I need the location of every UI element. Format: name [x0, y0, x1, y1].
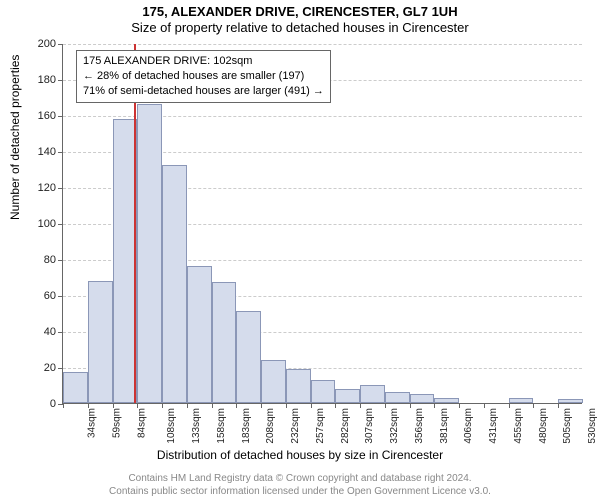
chart-title: 175, ALEXANDER DRIVE, CIRENCESTER, GL7 1…: [0, 0, 600, 20]
y-tick-label: 100: [16, 218, 56, 230]
x-tick-label: 208sqm: [265, 408, 276, 444]
y-tick-label: 20: [16, 362, 56, 374]
y-tick-mark: [58, 116, 63, 117]
histogram-bar: [410, 394, 435, 403]
x-tick-label: 34sqm: [87, 408, 98, 438]
histogram-bar: [162, 165, 187, 403]
histogram-bar: [63, 372, 88, 403]
y-tick-mark: [58, 188, 63, 189]
annotation-line-2: ← 28% of detached houses are smaller (19…: [83, 69, 324, 84]
x-tick-mark: [533, 403, 534, 408]
histogram-bar: [335, 389, 360, 403]
x-tick-mark: [459, 403, 460, 408]
x-tick-mark: [335, 403, 336, 408]
x-tick-label: 84sqm: [136, 408, 147, 438]
x-tick-label: 133sqm: [191, 408, 202, 444]
x-tick-label: 59sqm: [111, 408, 122, 438]
footer: Contains HM Land Registry data © Crown c…: [0, 473, 600, 498]
histogram-bar: [558, 399, 583, 403]
histogram-bar: [360, 385, 385, 403]
y-tick-mark: [58, 80, 63, 81]
y-tick-mark: [58, 332, 63, 333]
x-tick-mark: [63, 403, 64, 408]
chart-subtitle: Size of property relative to detached ho…: [0, 20, 600, 36]
annotation-line-1: 175 ALEXANDER DRIVE: 102sqm: [83, 54, 324, 69]
x-tick-label: 307sqm: [364, 408, 375, 444]
x-tick-label: 530sqm: [587, 408, 598, 444]
y-tick-mark: [58, 152, 63, 153]
x-tick-mark: [558, 403, 559, 408]
annotation-box: 175 ALEXANDER DRIVE: 102sqm ← 28% of det…: [76, 50, 331, 103]
y-tick-label: 0: [16, 398, 56, 410]
y-tick-label: 60: [16, 290, 56, 302]
x-tick-label: 505sqm: [563, 408, 574, 444]
y-tick-label: 180: [16, 74, 56, 86]
x-tick-mark: [509, 403, 510, 408]
x-tick-label: 183sqm: [241, 408, 252, 444]
x-tick-label: 406sqm: [464, 408, 475, 444]
histogram-bar: [261, 360, 286, 403]
x-tick-mark: [311, 403, 312, 408]
histogram-bar: [509, 398, 534, 403]
x-tick-label: 332sqm: [389, 408, 400, 444]
histogram-bar: [187, 266, 212, 403]
x-tick-label: 455sqm: [513, 408, 524, 444]
x-tick-label: 431sqm: [488, 408, 499, 444]
y-tick-label: 120: [16, 182, 56, 194]
x-tick-mark: [484, 403, 485, 408]
histogram-bar: [311, 380, 336, 403]
y-tick-label: 160: [16, 110, 56, 122]
histogram-bar: [212, 282, 237, 403]
footer-line-1: Contains HM Land Registry data © Crown c…: [0, 473, 600, 486]
x-tick-mark: [360, 403, 361, 408]
x-tick-label: 282sqm: [340, 408, 351, 444]
x-tick-mark: [187, 403, 188, 408]
x-tick-mark: [385, 403, 386, 408]
x-tick-label: 257sqm: [315, 408, 326, 444]
y-tick-label: 80: [16, 254, 56, 266]
histogram-bar: [434, 398, 459, 403]
y-tick-label: 200: [16, 38, 56, 50]
x-tick-mark: [410, 403, 411, 408]
annotation-line-3: 71% of semi-detached houses are larger (…: [83, 84, 324, 99]
x-tick-label: 232sqm: [290, 408, 301, 444]
gridline: [63, 44, 582, 45]
y-tick-mark: [58, 224, 63, 225]
chart-container: 175, ALEXANDER DRIVE, CIRENCESTER, GL7 1…: [0, 0, 600, 500]
y-tick-label: 140: [16, 146, 56, 158]
footer-line-2: Contains public sector information licen…: [0, 486, 600, 499]
y-tick-mark: [58, 296, 63, 297]
x-tick-label: 108sqm: [166, 408, 177, 444]
histogram-bar: [88, 281, 113, 403]
y-tick-mark: [58, 260, 63, 261]
histogram-bar: [286, 369, 311, 403]
y-tick-mark: [58, 44, 63, 45]
x-tick-mark: [162, 403, 163, 408]
y-tick-label: 40: [16, 326, 56, 338]
x-axis-title: Distribution of detached houses by size …: [0, 448, 600, 462]
histogram-bar: [137, 104, 162, 403]
x-tick-label: 356sqm: [414, 408, 425, 444]
histogram-bar: [236, 311, 261, 403]
x-tick-label: 480sqm: [538, 408, 549, 444]
x-tick-label: 158sqm: [216, 408, 227, 444]
x-tick-mark: [236, 403, 237, 408]
x-tick-mark: [212, 403, 213, 408]
x-tick-mark: [434, 403, 435, 408]
x-tick-mark: [261, 403, 262, 408]
histogram-bar: [385, 392, 410, 403]
y-tick-mark: [58, 368, 63, 369]
x-tick-mark: [286, 403, 287, 408]
x-tick-label: 381sqm: [439, 408, 450, 444]
